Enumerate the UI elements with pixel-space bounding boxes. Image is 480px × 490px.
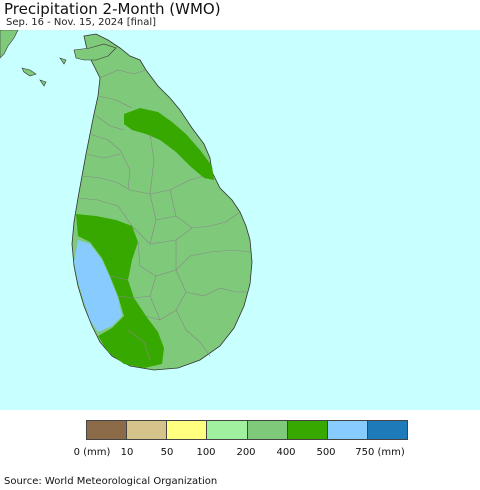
legend-label: 200: [236, 447, 256, 458]
jaffna-peninsula: [73, 43, 117, 61]
legend-swatch: [207, 421, 248, 439]
legend-swatch: [87, 421, 128, 439]
legend-label: 400: [276, 447, 296, 458]
legend-labels: 0 (mm) 10 50 100 200 400 500 750 (mm): [0, 447, 480, 461]
district-boundaries: [77, 69, 251, 361]
legend-swatch: [287, 421, 328, 439]
legend-label: 750 (mm): [355, 447, 405, 458]
legend-label: 100: [196, 447, 216, 458]
region-400-500-south: [76, 214, 164, 368]
legend-swatch: [127, 421, 168, 439]
islands: [21, 57, 67, 87]
legend-swatch: [367, 421, 407, 439]
legend-swatch: [247, 421, 288, 439]
legend-label: 0 (mm): [73, 447, 111, 458]
color-legend: [86, 420, 408, 440]
legend-swatch: [327, 421, 368, 439]
legend-label: 500: [316, 447, 336, 458]
map-title: Precipitation 2-Month (WMO): [4, 0, 221, 18]
precipitation-map: [0, 30, 480, 410]
map-subtitle: Sep. 16 - Nov. 15, 2024 [final]: [6, 17, 157, 28]
region-500-750: [74, 240, 122, 332]
source-credit: Source: World Meteorological Organizatio…: [4, 476, 218, 487]
legend-label: 50: [160, 447, 174, 458]
legend-swatch: [167, 421, 208, 439]
region-400-500-north: [124, 108, 214, 180]
legend-label: 10: [120, 447, 134, 458]
india-coast: [0, 30, 19, 59]
